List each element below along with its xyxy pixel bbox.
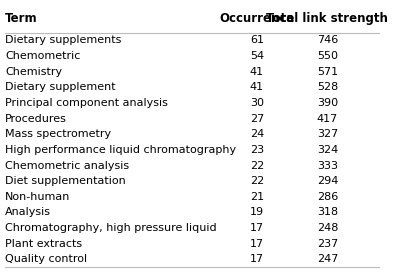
Text: Diet supplementation: Diet supplementation: [5, 176, 126, 186]
Text: 324: 324: [317, 145, 338, 155]
Text: 22: 22: [250, 176, 264, 186]
Text: Chemometric: Chemometric: [5, 51, 80, 61]
Text: 327: 327: [317, 129, 338, 139]
Text: Plant extracts: Plant extracts: [5, 239, 82, 249]
Text: 294: 294: [317, 176, 338, 186]
Text: 248: 248: [317, 223, 338, 233]
Text: 390: 390: [317, 98, 338, 108]
Text: 61: 61: [250, 35, 264, 45]
Text: Non-human: Non-human: [5, 192, 70, 202]
Text: 27: 27: [250, 114, 264, 124]
Text: 17: 17: [250, 254, 264, 264]
Text: Total link strength: Total link strength: [266, 12, 388, 25]
Text: 21: 21: [250, 192, 264, 202]
Text: 22: 22: [250, 161, 264, 170]
Text: 417: 417: [317, 114, 338, 124]
Text: 550: 550: [317, 51, 338, 61]
Text: 24: 24: [250, 129, 264, 139]
Text: 30: 30: [250, 98, 264, 108]
Text: 17: 17: [250, 223, 264, 233]
Text: 528: 528: [317, 82, 338, 92]
Text: Dietary supplement: Dietary supplement: [5, 82, 116, 92]
Text: Dietary supplements: Dietary supplements: [5, 35, 122, 45]
Text: Analysis: Analysis: [5, 207, 51, 218]
Text: 23: 23: [250, 145, 264, 155]
Text: High performance liquid chromatography: High performance liquid chromatography: [5, 145, 236, 155]
Text: Procedures: Procedures: [5, 114, 67, 124]
Text: 286: 286: [317, 192, 338, 202]
Text: 333: 333: [317, 161, 338, 170]
Text: 237: 237: [317, 239, 338, 249]
Text: Chemometric analysis: Chemometric analysis: [5, 161, 129, 170]
Text: 17: 17: [250, 239, 264, 249]
Text: 41: 41: [250, 82, 264, 92]
Text: Quality control: Quality control: [5, 254, 87, 264]
Text: Principal component analysis: Principal component analysis: [5, 98, 168, 108]
Text: 54: 54: [250, 51, 264, 61]
Text: 318: 318: [317, 207, 338, 218]
Text: 19: 19: [250, 207, 264, 218]
Text: 571: 571: [317, 67, 338, 77]
Text: 41: 41: [250, 67, 264, 77]
Text: Term: Term: [5, 12, 38, 25]
Text: 247: 247: [317, 254, 338, 264]
Text: 746: 746: [317, 35, 338, 45]
Text: Occurrence: Occurrence: [219, 12, 294, 25]
Text: Chemistry: Chemistry: [5, 67, 62, 77]
Text: Mass spectrometry: Mass spectrometry: [5, 129, 111, 139]
Text: Chromatography, high pressure liquid: Chromatography, high pressure liquid: [5, 223, 217, 233]
